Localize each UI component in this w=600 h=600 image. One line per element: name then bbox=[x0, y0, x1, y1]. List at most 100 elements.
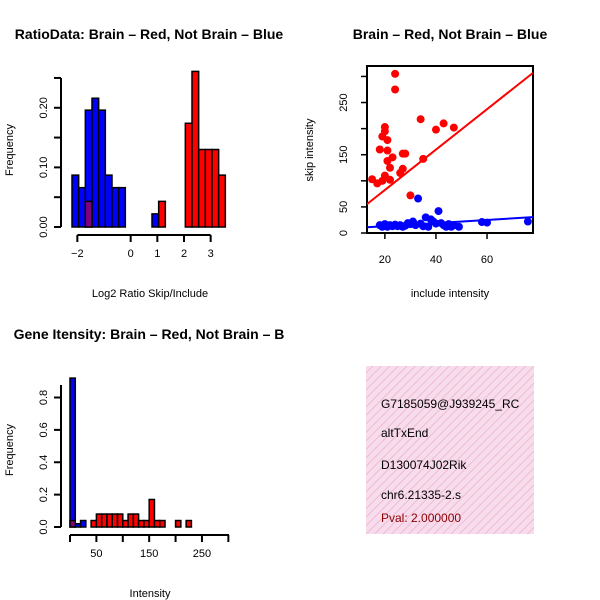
ratio-histogram: RatioData: Brain – Red, Not Brain – Blue… bbox=[4, 26, 283, 300]
gene-x-axis-label: Intensity bbox=[130, 588, 171, 600]
histogram-bar-not-brain bbox=[97, 109, 107, 228]
scatter-point-brain bbox=[406, 191, 415, 200]
ratio-histogram-bars bbox=[71, 70, 227, 228]
x-tick-label: 40 bbox=[430, 254, 442, 266]
histogram-bar-brain bbox=[143, 519, 150, 528]
histogram-bar-brain bbox=[127, 513, 135, 528]
scatter-point-brain bbox=[416, 115, 425, 124]
histogram-bar-not-brain bbox=[91, 97, 100, 228]
scatter-marks bbox=[367, 69, 533, 231]
y-tick-label: 0 bbox=[338, 230, 350, 236]
histogram-bar-brain bbox=[100, 513, 108, 528]
intensity-scatter: Brain – Red, Not Brain – Blue 20 40 60 0 50 1… bbox=[304, 26, 547, 300]
y-tick-label: 0.10 bbox=[38, 157, 50, 178]
scatter-point-brain bbox=[383, 136, 392, 145]
ratio-histogram-axes: −2 0 1 2 3 0.00 0.10 0.20 bbox=[38, 76, 214, 260]
x-tick-label: 50 bbox=[90, 548, 102, 560]
y-tick-label: 0.6 bbox=[38, 422, 50, 437]
histogram-bar-brain bbox=[106, 513, 113, 528]
scatter-point-not-brain bbox=[454, 222, 463, 231]
scatter-point-brain bbox=[449, 123, 458, 132]
histogram-bar-brain bbox=[116, 513, 124, 528]
gene-histogram-axes: 50 150 250 0.0 0.2 0.4 0.6 0.8 bbox=[38, 385, 230, 560]
info-panel-background bbox=[366, 366, 534, 534]
y-tick-label: 0.20 bbox=[38, 97, 50, 118]
scatter-point-not-brain bbox=[414, 194, 423, 203]
scatter-point-brain bbox=[385, 163, 394, 172]
gene-y-axis-label: Frequency bbox=[4, 424, 16, 476]
y-tick-label: 50 bbox=[338, 201, 350, 213]
info-event-type: altTxEnd bbox=[381, 426, 428, 440]
x-tick-label: 60 bbox=[481, 254, 493, 266]
ratio-x-axis-label: Log2 Ratio Skip/Include bbox=[92, 288, 208, 300]
x-tick-label: 1 bbox=[154, 248, 160, 260]
info-panel: G7185059@J939245_RC altTxEnd D130074J02R… bbox=[366, 366, 534, 534]
ratio-chart-title: RatioData: Brain – Red, Not Brain – Blue bbox=[15, 26, 284, 42]
x-tick-label: 150 bbox=[140, 548, 158, 560]
histogram-bar-brain bbox=[185, 519, 193, 528]
scatter-point-brain bbox=[388, 153, 397, 162]
scatter-point-brain bbox=[391, 69, 400, 78]
gene-chart-title: Gene Itensity: Brain – Red, Not Brain – … bbox=[14, 326, 285, 342]
gene-histogram-bars bbox=[69, 377, 193, 528]
histogram-bar-overlap bbox=[69, 519, 77, 528]
scatter-plot-frame bbox=[366, 65, 534, 234]
histogram-bar-brain bbox=[122, 519, 129, 528]
scatter-point-not-brain bbox=[523, 217, 532, 226]
info-pvalue: Pval: 2.000000 bbox=[381, 511, 461, 525]
y-tick-label: 0.8 bbox=[38, 390, 50, 405]
scatter-point-brain bbox=[383, 146, 392, 155]
scatter-point-brain bbox=[439, 119, 448, 128]
y-tick-label: 0.00 bbox=[38, 216, 50, 237]
y-tick-label: 150 bbox=[338, 146, 350, 164]
histogram-bar-brain bbox=[157, 200, 167, 228]
histogram-bar-brain bbox=[95, 513, 103, 528]
histogram-bar-brain bbox=[204, 148, 213, 228]
y-tick-label: 0.2 bbox=[38, 487, 50, 502]
histogram-bar-not-brain bbox=[74, 523, 82, 528]
histogram-bar-not-brain bbox=[117, 186, 127, 228]
x-tick-label: 20 bbox=[379, 254, 391, 266]
histogram-bar-not-brain bbox=[104, 174, 113, 228]
histogram-bar-overlap bbox=[84, 200, 93, 228]
scatter-y-axis-label: skip intensity bbox=[304, 118, 316, 181]
x-tick-label: 0 bbox=[128, 248, 134, 260]
y-tick-label: 250 bbox=[338, 93, 350, 111]
histogram-bar-brain bbox=[90, 519, 98, 528]
scatter-point-brain bbox=[431, 125, 440, 134]
x-tick-label: −2 bbox=[71, 248, 84, 260]
histogram-bar-brain bbox=[211, 148, 220, 228]
histogram-bar-brain bbox=[197, 148, 207, 228]
histogram-bar-brain bbox=[132, 513, 140, 528]
fit-line-brain bbox=[367, 72, 533, 205]
histogram-bar-brain bbox=[153, 519, 161, 528]
scatter-point-not-brain bbox=[434, 207, 443, 216]
scatter-point-brain bbox=[398, 164, 407, 173]
scatter-axes: 20 40 60 0 50 150 250 bbox=[338, 75, 493, 266]
histogram-bar-not-brain bbox=[69, 377, 77, 528]
histogram-bar-brain bbox=[137, 519, 145, 528]
fit-line-not-brain bbox=[367, 216, 533, 229]
histogram-bar-brain bbox=[191, 70, 200, 228]
scatter-x-axis-label: include intensity bbox=[411, 288, 490, 300]
x-tick-label: 3 bbox=[208, 248, 214, 260]
info-gene-name: D130074J02Rik bbox=[381, 458, 467, 472]
ratio-y-axis-label: Frequency bbox=[4, 124, 16, 176]
scatter-point-brain bbox=[375, 145, 384, 154]
scatter-point-brain bbox=[380, 123, 389, 132]
scatter-point-brain bbox=[385, 175, 394, 184]
y-tick-label: 0.4 bbox=[38, 455, 50, 470]
scatter-point-brain bbox=[401, 149, 410, 158]
histogram-bar-not-brain bbox=[79, 519, 87, 528]
histogram-bar-brain bbox=[111, 513, 119, 528]
histogram-bar-brain bbox=[174, 519, 182, 528]
scatter-chart-title: Brain – Red, Not Brain – Blue bbox=[353, 26, 548, 42]
info-probe-id: G7185059@J939245_RC bbox=[381, 397, 520, 411]
histogram-bar-brain bbox=[217, 174, 227, 228]
gene-intensity-histogram: Gene Itensity: Brain – Red, Not Brain – … bbox=[4, 326, 284, 600]
scatter-point-brain bbox=[391, 85, 400, 94]
histogram-bar-not-brain bbox=[111, 186, 120, 228]
histogram-bar-not-brain bbox=[151, 213, 160, 228]
scatter-point-not-brain bbox=[424, 222, 433, 231]
